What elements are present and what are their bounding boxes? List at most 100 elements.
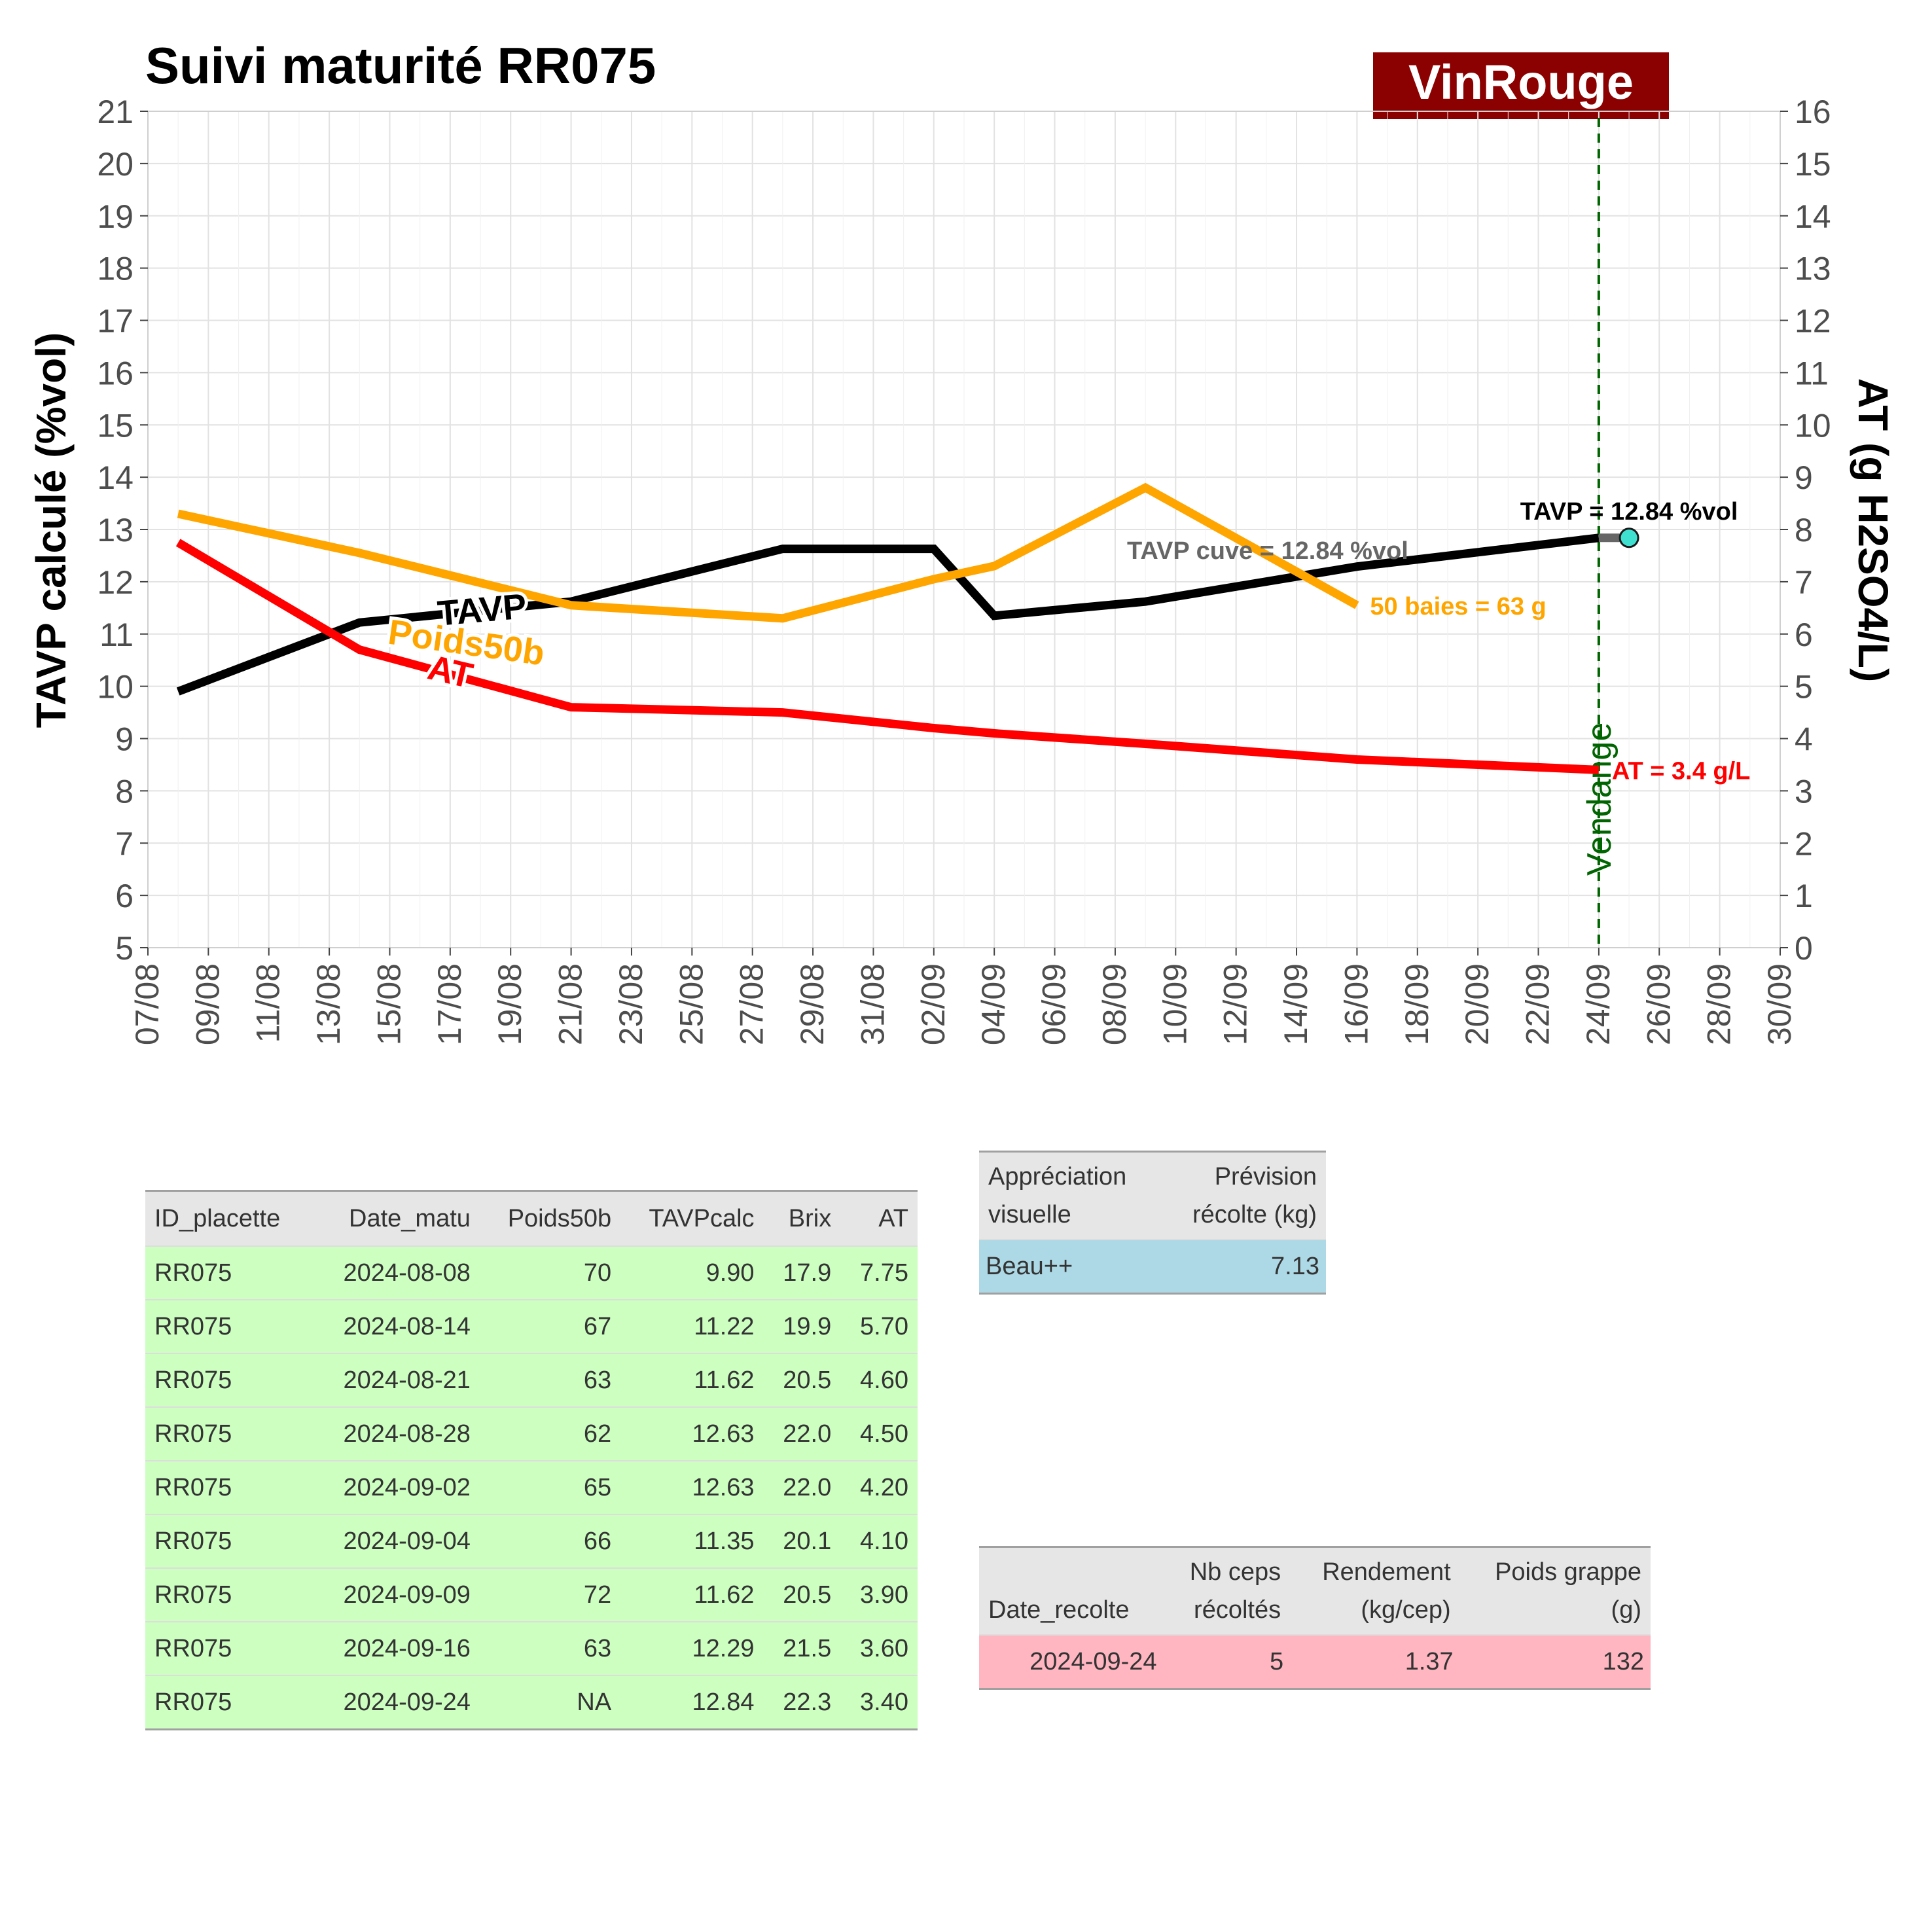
table-cell: 4.20 xyxy=(840,1460,918,1514)
column-header: Poids50b xyxy=(479,1190,621,1246)
header-line: Appréciation xyxy=(988,1163,1127,1190)
x-tick-label: 06/09 xyxy=(1036,963,1073,1045)
y-left-tick-label: 9 xyxy=(115,721,134,758)
x-tick-label: 07/08 xyxy=(129,963,166,1045)
table-cell: 2024-08-14 xyxy=(312,1299,480,1353)
table-row: Beau++ 7.13 xyxy=(979,1239,1326,1295)
table-cell: 9.90 xyxy=(620,1245,764,1300)
column-header: Appréciation visuelle xyxy=(979,1151,1161,1240)
y-left-tick-label: 5 xyxy=(115,930,134,967)
chart-title: Suivi maturité RR075 xyxy=(145,37,656,94)
vendange-label: Vendange xyxy=(1581,723,1619,876)
table-cell: RR075 xyxy=(145,1621,312,1675)
y-right-axis-label: AT (g H2SO4/L) xyxy=(1850,378,1897,683)
x-tick-label: 28/09 xyxy=(1701,963,1738,1045)
y-left-tick-label: 6 xyxy=(115,878,134,914)
column-header: ID_placette xyxy=(145,1190,312,1246)
column-header: Brix xyxy=(763,1190,841,1246)
column-header: Poids grappe (g) xyxy=(1459,1547,1651,1635)
y-right-tick-label: 3 xyxy=(1795,773,1813,810)
header-line: (kg/cep) xyxy=(1361,1596,1451,1624)
annotation-tavp-final: TAVP = 12.84 %vol xyxy=(1520,498,1738,526)
x-tick-label: 27/08 xyxy=(734,963,770,1045)
table-row: RR075 2024-09-04 66 11.35 20.1 4.10 xyxy=(145,1514,918,1568)
header-line: visuelle xyxy=(988,1201,1071,1228)
y-right-tick-label: 6 xyxy=(1795,617,1813,653)
table-cell: 11.62 xyxy=(620,1567,764,1622)
recolte-table: Date_recolte Nb ceps récoltés Rendement (k… xyxy=(979,1546,1651,1690)
table-header-row: ID_placette Date_matu Poids50b TAVPcalc … xyxy=(145,1190,918,1246)
vendange-marker: Vendange xyxy=(1581,118,1619,948)
grid xyxy=(147,111,1781,948)
table-cell: 12.29 xyxy=(620,1621,764,1675)
y-left-tick-label: 21 xyxy=(97,94,134,130)
maturity-chart: Suivi maturité RR075 VinRouge 5678910111… xyxy=(27,37,1897,1045)
table-cell: 20.5 xyxy=(763,1353,841,1407)
column-header: Prévision récolte (kg) xyxy=(1160,1151,1326,1240)
y-right-tick-label: 13 xyxy=(1795,251,1831,287)
table-cell: 4.50 xyxy=(840,1406,918,1461)
table-cell: RR075 xyxy=(145,1567,312,1622)
y-right-tick-label: 2 xyxy=(1795,825,1813,862)
maturite-table-body: RR075 2024-08-08 70 9.90 17.9 7.75 RR075 2024-0… xyxy=(145,1245,918,1730)
header-line: Rendement xyxy=(1322,1558,1451,1586)
x-tick-label: 13/08 xyxy=(310,963,347,1045)
y-left-axis-label: TAVP calculé (%vol) xyxy=(27,332,75,728)
maturite-table: ID_placette Date_matu Poids50b TAVPcalc … xyxy=(145,1190,918,1730)
table-cell: 11.62 xyxy=(620,1353,764,1407)
table-cell: 19.9 xyxy=(763,1299,841,1353)
x-axis: 07/08 09/08 11/08 13/08 15/08 17/08 19/08 21/08… xyxy=(129,948,1798,1045)
table-cell: 67 xyxy=(479,1299,621,1353)
table-row: RR075 2024-09-02 65 12.63 22.0 4.20 xyxy=(145,1460,918,1514)
y-left-tick-label: 16 xyxy=(97,355,134,391)
table-cell: RR075 xyxy=(145,1406,312,1461)
header-line: (g) xyxy=(1611,1596,1641,1624)
series-label-at: AT xyxy=(424,648,476,696)
x-tick-label: 23/08 xyxy=(613,963,649,1045)
x-tick-label: 25/08 xyxy=(673,963,709,1045)
table-cell: 22.0 xyxy=(763,1406,841,1461)
header-line: récolte (kg) xyxy=(1192,1201,1317,1228)
table-cell: 2024-09-24 xyxy=(312,1675,480,1730)
table-cell: RR075 xyxy=(145,1675,312,1730)
table-cell: 2024-09-09 xyxy=(312,1567,480,1622)
table-cell: 1.37 xyxy=(1290,1634,1460,1690)
table-cell: 20.5 xyxy=(763,1567,841,1622)
y-left-tick-label: 12 xyxy=(97,564,134,601)
table-row: RR075 2024-09-24 NA 12.84 22.3 3.40 xyxy=(145,1675,918,1730)
annotation-at-final: AT = 3.4 g/L xyxy=(1612,757,1751,785)
header-line: Prévision xyxy=(1214,1163,1317,1190)
y-right-tick-label: 11 xyxy=(1795,355,1829,391)
series-layer xyxy=(175,482,1639,774)
table-cell: 5 xyxy=(1163,1634,1291,1690)
table-cell: 7.75 xyxy=(840,1245,918,1300)
table-cell: 21.5 xyxy=(763,1621,841,1675)
table-cell: 12.63 xyxy=(620,1460,764,1514)
table-cell: 4.60 xyxy=(840,1353,918,1407)
table-cell: 70 xyxy=(479,1245,621,1300)
y-right-tick-label: 10 xyxy=(1795,407,1831,444)
y-right-tick-label: 1 xyxy=(1795,878,1813,914)
x-tick-label: 09/08 xyxy=(189,963,226,1045)
header-line: Nb ceps xyxy=(1189,1558,1281,1586)
table-header-row: Date_recolte Nb ceps récoltés Rendement (k… xyxy=(979,1547,1651,1635)
x-tick-label: 04/09 xyxy=(975,963,1012,1045)
table-row: RR075 2024-09-16 63 12.29 21.5 3.60 xyxy=(145,1621,918,1675)
table-row: 2024-09-24 5 1.37 132 xyxy=(979,1634,1651,1690)
x-tick-label: 02/09 xyxy=(915,963,952,1045)
table-cell: 7.13 xyxy=(1160,1239,1326,1295)
column-header: Rendement (kg/cep) xyxy=(1290,1547,1460,1635)
y-left-tick-label: 15 xyxy=(97,407,134,444)
x-tick-label: 22/09 xyxy=(1520,963,1556,1045)
x-tick-label: 26/09 xyxy=(1640,963,1677,1045)
table-row: RR075 2024-08-28 62 12.63 22.0 4.50 xyxy=(145,1406,918,1461)
column-header: TAVPcalc xyxy=(620,1190,764,1246)
appreciation-table: Appréciation visuelle Prévision récolte (k… xyxy=(979,1151,1326,1295)
column-header: Nb ceps récoltés xyxy=(1163,1547,1291,1635)
table-cell: 17.9 xyxy=(763,1245,841,1300)
x-tick-label: 21/08 xyxy=(552,963,589,1045)
y-left-tick-label: 18 xyxy=(97,251,134,287)
table-cell: 5.70 xyxy=(840,1299,918,1353)
table-row: RR075 2024-08-21 63 11.62 20.5 4.60 xyxy=(145,1353,918,1407)
y-right-tick-label: 16 xyxy=(1795,94,1831,130)
